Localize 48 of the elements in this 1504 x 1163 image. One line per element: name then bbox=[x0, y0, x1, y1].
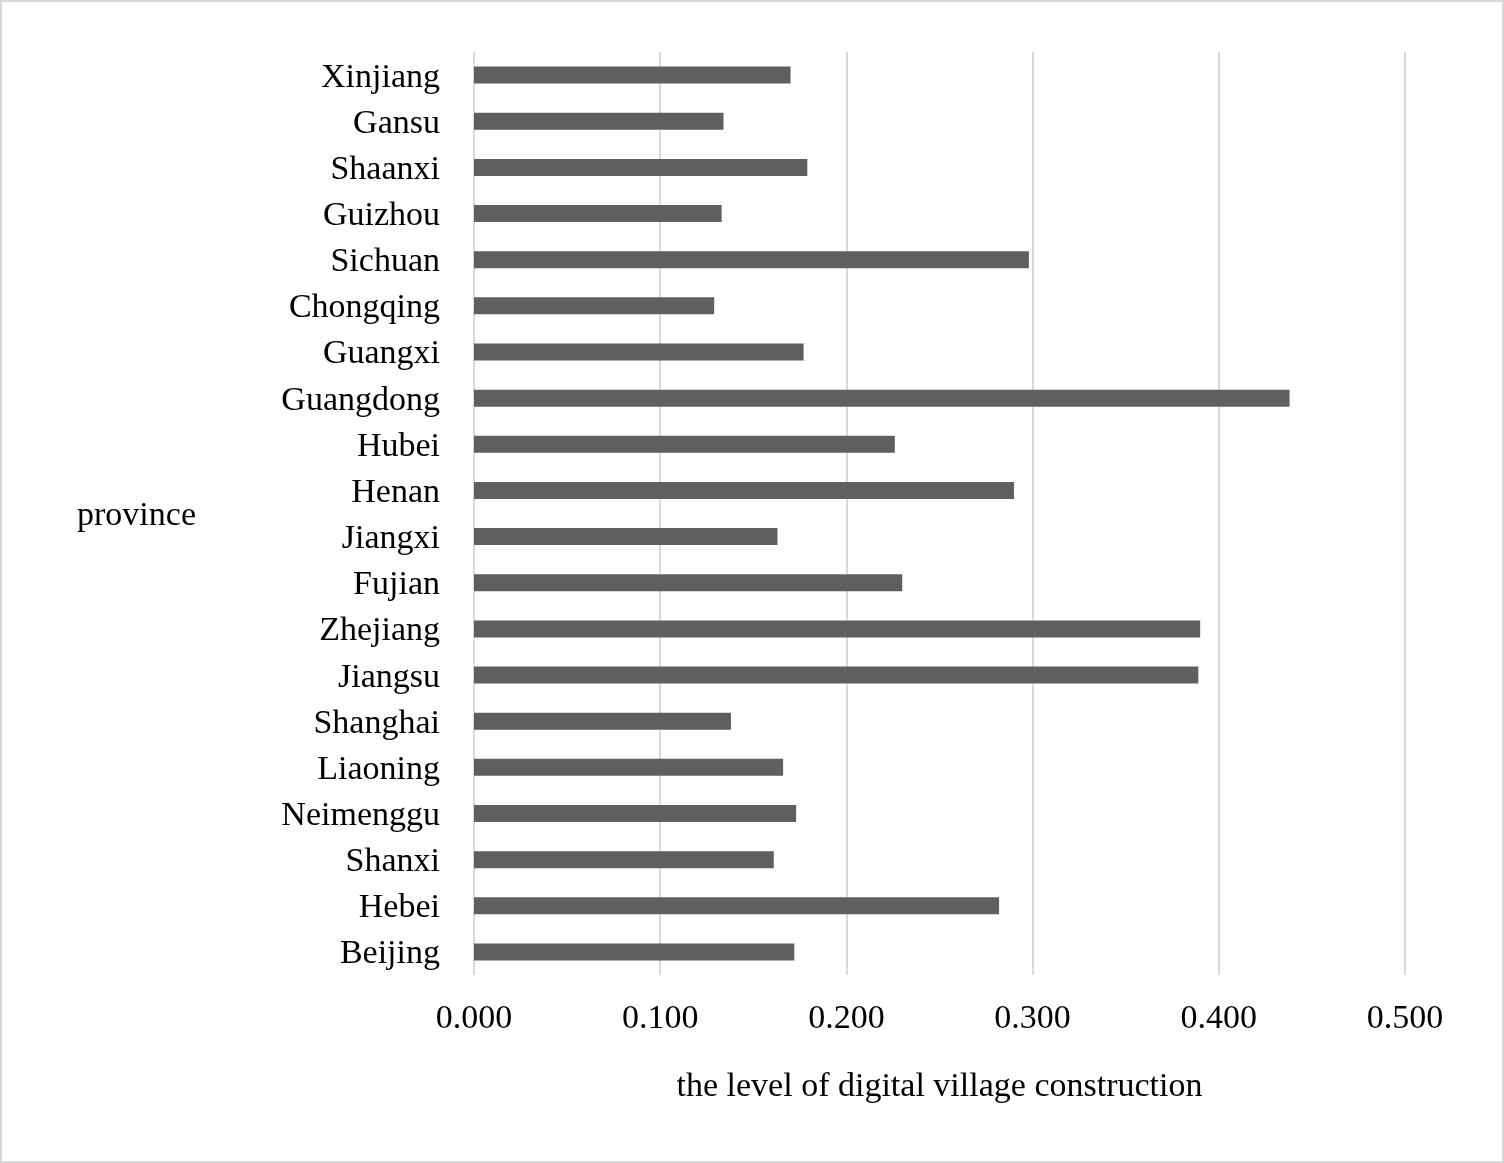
x-tick-label: 0.500 bbox=[1366, 997, 1444, 1035]
y-tick-label: Liaoning bbox=[317, 748, 440, 786]
x-tick-label: 0.000 bbox=[435, 997, 513, 1035]
y-tick-label: Henan bbox=[351, 471, 440, 509]
x-axis-title: the level of digital village construction bbox=[676, 1065, 1203, 1103]
bar bbox=[474, 389, 1290, 407]
y-tick-label: Shanghai bbox=[313, 702, 440, 740]
bar bbox=[474, 297, 715, 315]
y-axis-title: province bbox=[77, 495, 196, 532]
bar bbox=[474, 620, 1201, 638]
bar bbox=[474, 343, 804, 361]
bar bbox=[474, 851, 774, 869]
bar bbox=[474, 481, 1014, 499]
bar bbox=[474, 158, 808, 176]
y-tick-label: Sichuan bbox=[330, 241, 440, 279]
bar bbox=[474, 528, 778, 546]
bar bbox=[474, 666, 1199, 684]
y-tick-label: Neimenggu bbox=[281, 794, 440, 832]
bar bbox=[474, 66, 791, 84]
y-tick-label: Jiangsu bbox=[338, 656, 440, 694]
bar bbox=[474, 897, 1000, 915]
bar bbox=[474, 251, 1029, 269]
x-tick-label: 0.300 bbox=[994, 997, 1071, 1035]
y-tick-label: Guangdong bbox=[281, 379, 440, 417]
bar bbox=[474, 574, 903, 592]
bar bbox=[474, 112, 724, 130]
x-tick-label: 0.100 bbox=[621, 997, 699, 1035]
bar bbox=[474, 943, 795, 961]
bar bbox=[474, 205, 722, 223]
y-tick-label: Guangxi bbox=[322, 333, 440, 371]
y-tick-label: Shanxi bbox=[345, 841, 440, 879]
y-tick-label: Xinjiang bbox=[321, 56, 440, 94]
y-tick-label: Chongqing bbox=[288, 287, 440, 325]
y-tick-label: Fujian bbox=[353, 564, 440, 602]
bar bbox=[474, 804, 797, 822]
y-tick-label: Jiangxi bbox=[341, 518, 440, 556]
bar bbox=[474, 712, 731, 730]
x-tick-label: 0.200 bbox=[808, 997, 885, 1035]
bar bbox=[474, 435, 895, 453]
y-tick-label: Hebei bbox=[358, 887, 440, 925]
y-tick-label: Zhejiang bbox=[319, 610, 440, 648]
y-tick-label: Hubei bbox=[356, 425, 440, 463]
y-tick-label: Shaanxi bbox=[330, 148, 440, 186]
y-tick-label: Beijing bbox=[339, 933, 440, 971]
y-tick-label: Guizhou bbox=[322, 195, 440, 233]
bar bbox=[474, 758, 784, 776]
x-tick-label: 0.400 bbox=[1180, 997, 1258, 1035]
y-tick-label: Gansu bbox=[353, 102, 440, 140]
